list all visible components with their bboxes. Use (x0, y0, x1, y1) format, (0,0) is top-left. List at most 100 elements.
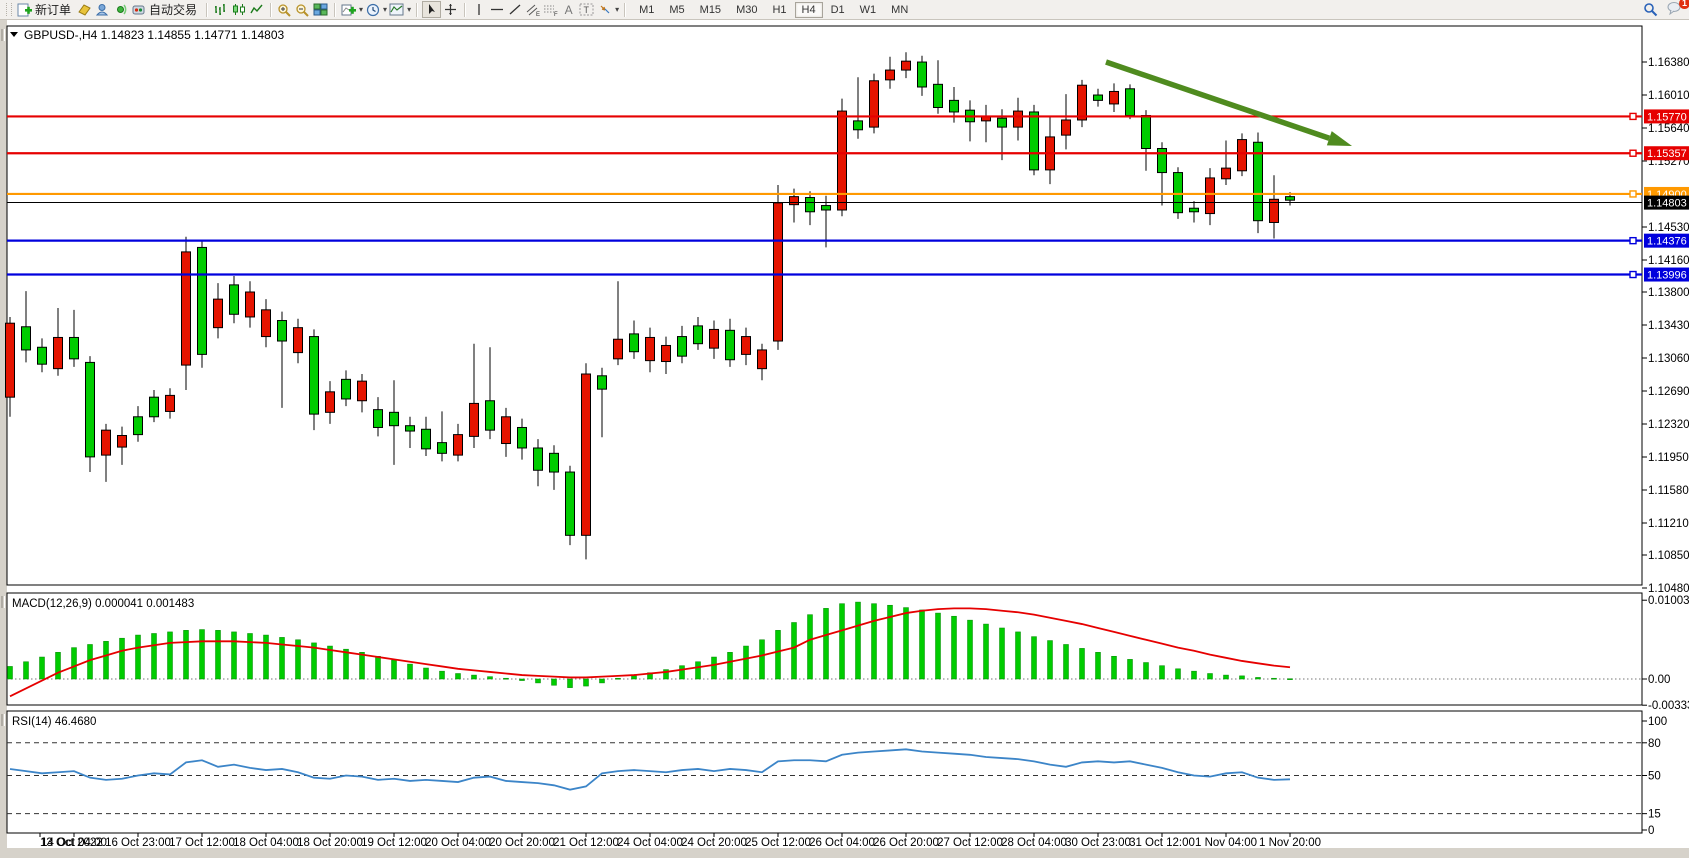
svg-text:80: 80 (1648, 738, 1661, 750)
svg-text:1.14803: 1.14803 (1647, 198, 1687, 210)
svg-text:0.010038: 0.010038 (1648, 595, 1689, 607)
chat-badge: 1 (1679, 0, 1689, 9)
svg-text:1.15770: 1.15770 (1647, 111, 1687, 123)
line-chart-icon[interactable] (248, 2, 265, 17)
bar-chart-icon[interactable] (212, 2, 229, 17)
chart-canvas[interactable]: 1.163801.160101.156401.152701.145301.141… (0, 20, 1689, 858)
svg-text:-0.003338: -0.003338 (1648, 700, 1689, 712)
text-tool-icon[interactable]: A (564, 2, 573, 17)
svg-text:1.16380: 1.16380 (1648, 57, 1689, 69)
horizontal-line-tool-icon[interactable] (488, 2, 505, 17)
zoom-out-icon[interactable] (294, 2, 311, 17)
svg-text:1.12690: 1.12690 (1648, 386, 1689, 398)
autotrading-icon[interactable] (130, 2, 147, 17)
svg-text:E: E (536, 12, 540, 17)
svg-text:19 Oct 12:00: 19 Oct 12:00 (361, 837, 427, 849)
label-tool-icon[interactable]: T (578, 2, 595, 17)
svg-text:28 Oct 04:00: 28 Oct 04:00 (1001, 837, 1067, 849)
price-axis: 1.163801.160101.156401.152701.145301.141… (1642, 57, 1689, 595)
chat-notifications[interactable]: 1 (1667, 0, 1689, 18)
timeframe-button-m15[interactable]: M15 (699, 3, 722, 16)
svg-text:24 Oct 04:00: 24 Oct 04:00 (617, 837, 683, 849)
toolbar-separator (624, 2, 626, 17)
periods-icon[interactable] (364, 2, 381, 17)
panel-frames (6, 25, 1643, 834)
svg-text:15: 15 (1648, 809, 1661, 821)
svg-text:1.13060: 1.13060 (1648, 353, 1689, 365)
macd-label: MACD(12,26,9) 0.000041 0.001483 (12, 598, 194, 610)
arrows-dropdown-caret[interactable]: ▾ (615, 5, 620, 14)
toolbar-grip[interactable] (6, 3, 12, 16)
svg-text:1.10850: 1.10850 (1648, 550, 1689, 562)
svg-text:1 Nov 20:00: 1 Nov 20:00 (1259, 837, 1321, 849)
rsi-panel: 100 80 50 15 0 RSI(14) 46.4680 (7, 716, 1667, 837)
svg-text:1.13996: 1.13996 (1647, 270, 1687, 282)
market-watch-icon[interactable] (94, 2, 111, 17)
toolbar-separator (334, 2, 336, 17)
svg-text:1.14530: 1.14530 (1648, 222, 1689, 234)
main-toolbar: 新订单 自动交易 ▾ ▾ ▾ (0, 0, 1689, 20)
timeframe-button-m1[interactable]: M1 (639, 3, 655, 16)
svg-text:14 Oct 04:00: 14 Oct 04:00 (41, 837, 107, 849)
new-order-icon[interactable] (16, 2, 33, 17)
svg-text:20 Oct 04:00: 20 Oct 04:00 (425, 837, 491, 849)
tile-windows-icon[interactable] (312, 2, 329, 17)
candles-layer (5, 52, 1295, 560)
new-order-button[interactable]: 新订单 (35, 3, 72, 17)
templates-icon[interactable] (388, 2, 405, 17)
trend-arrow (1105, 59, 1352, 146)
fibonacci-tool-icon[interactable]: F (542, 2, 559, 17)
svg-text:17 Oct 12:00: 17 Oct 12:00 (169, 837, 235, 849)
timeframe-button-d1[interactable]: D1 (830, 3, 845, 16)
rsi-label: RSI(14) 46.4680 (12, 716, 96, 728)
svg-text:26 Oct 04:00: 26 Oct 04:00 (809, 837, 875, 849)
zoom-in-icon[interactable] (276, 2, 293, 17)
svg-text:18 Oct 20:00: 18 Oct 20:00 (297, 837, 363, 849)
svg-text:30 Oct 23:00: 30 Oct 23:00 (1065, 837, 1131, 849)
autotrading-button[interactable]: 自动交易 (149, 3, 198, 17)
periods-dropdown-caret[interactable]: ▾ (383, 5, 388, 14)
svg-text:20 Oct 20:00: 20 Oct 20:00 (489, 837, 555, 849)
history-ticket-icon[interactable] (76, 2, 93, 17)
svg-text:0.00: 0.00 (1648, 674, 1670, 686)
equidistant-channel-tool-icon[interactable]: E (524, 2, 541, 17)
trendline-tool-icon[interactable] (506, 2, 523, 17)
svg-text:24 Oct 20:00: 24 Oct 20:00 (681, 837, 747, 849)
svg-text:13 Oct 2022: 13 Oct 2022 (40, 837, 103, 849)
timeframe-button-w1[interactable]: W1 (859, 3, 877, 16)
svg-text:1.12320: 1.12320 (1648, 419, 1689, 431)
svg-text:31 Oct 12:00: 31 Oct 12:00 (1129, 837, 1195, 849)
svg-text:1.11210: 1.11210 (1648, 518, 1689, 530)
svg-text:1.15357: 1.15357 (1647, 148, 1687, 160)
timeframe-toolbar: M1 M5 M15 M30 H1 H4 D1 W1 MN (632, 1, 915, 18)
indicators-icon[interactable] (340, 2, 357, 17)
search-icon[interactable] (1642, 2, 1659, 17)
candlestick-chart-icon[interactable] (230, 2, 247, 17)
cursor-icon[interactable] (422, 1, 442, 18)
svg-text:1.11580: 1.11580 (1648, 485, 1689, 497)
chrome-background (0, 20, 1689, 858)
crosshair-icon[interactable] (442, 2, 459, 17)
svg-text:1.10480: 1.10480 (1648, 583, 1689, 595)
timeframe-button-m30[interactable]: M30 (736, 3, 758, 16)
indicators-dropdown-caret[interactable]: ▾ (359, 5, 364, 14)
timeframe-button-m5[interactable]: M5 (669, 3, 685, 16)
svg-text:1.11950: 1.11950 (1648, 452, 1689, 464)
signal-icon[interactable] (112, 2, 129, 17)
svg-text:16 Oct 23:00: 16 Oct 23:00 (105, 837, 171, 849)
svg-text:F: F (554, 12, 558, 17)
svg-text:27 Oct 12:00: 27 Oct 12:00 (937, 837, 1003, 849)
timeframe-button-h4[interactable]: H4 (794, 1, 823, 18)
templates-dropdown-caret[interactable]: ▾ (407, 5, 412, 14)
vertical-line-tool-icon[interactable] (470, 2, 487, 17)
svg-text:1.14376: 1.14376 (1647, 236, 1687, 248)
toolbar-separator (206, 2, 208, 17)
arrows-tool-icon[interactable] (596, 2, 613, 17)
timeframe-button-h1[interactable]: H1 (772, 3, 787, 16)
timeframe-button-mn[interactable]: MN (891, 3, 909, 16)
svg-text:50: 50 (1648, 771, 1661, 783)
svg-text:25 Oct 12:00: 25 Oct 12:00 (745, 837, 811, 849)
chart-window: 1.16380 1.16010 1.15640 1.15270 1.14530 1.141… (0, 20, 1689, 858)
quote-text: GBPUSD-,H4 1.14823 1.14855 1.14771 1.148… (24, 28, 285, 42)
svg-text:100: 100 (1648, 716, 1667, 728)
